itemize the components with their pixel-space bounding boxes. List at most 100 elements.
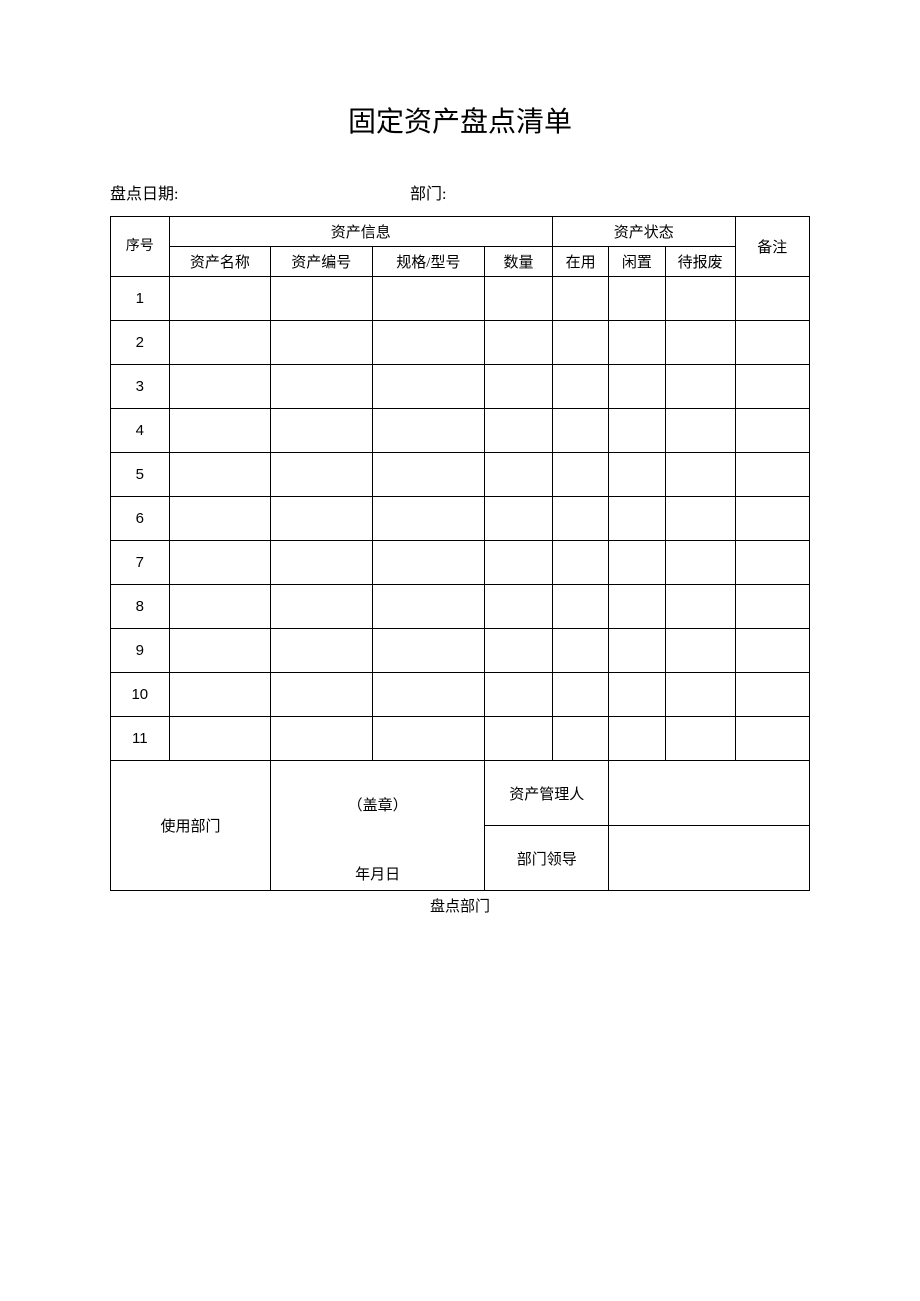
cell-code [271, 497, 372, 541]
cell-spec [372, 629, 485, 673]
header-row-1: 序号 资产信息 资产状态 备注 [111, 217, 810, 247]
cell-qty [485, 673, 553, 717]
cell-use [552, 365, 608, 409]
bottom-note: 盘点部门 [110, 895, 810, 916]
cell-seq: 9 [111, 629, 170, 673]
cell-use [552, 321, 608, 365]
cell-idle [609, 629, 665, 673]
cell-code [271, 277, 372, 321]
cell-spec [372, 365, 485, 409]
cell-qty [485, 277, 553, 321]
footer-leader-label: 部门领导 [485, 826, 609, 891]
inventory-table: 序号 资产信息 资产状态 备注 资产名称 资产编号 规格/型号 数量 在用 闲置… [110, 216, 810, 891]
cell-idle [609, 277, 665, 321]
cell-idle [609, 585, 665, 629]
cell-seq: 5 [111, 453, 170, 497]
col-code: 资产编号 [271, 247, 372, 277]
cell-scrap [665, 409, 735, 453]
cell-code [271, 629, 372, 673]
cell-use [552, 409, 608, 453]
seal-label: （盖章） [271, 794, 484, 815]
cell-use [552, 629, 608, 673]
cell-name [169, 673, 270, 717]
cell-note [735, 497, 809, 541]
cell-spec [372, 673, 485, 717]
table-row: 9 [111, 629, 810, 673]
cell-scrap [665, 673, 735, 717]
cell-seq: 10 [111, 673, 170, 717]
header-row-2: 资产名称 资产编号 规格/型号 数量 在用 闲置 待报废 [111, 247, 810, 277]
col-in-use: 在用 [552, 247, 608, 277]
cell-idle [609, 321, 665, 365]
table-row: 6 [111, 497, 810, 541]
cell-spec [372, 717, 485, 761]
cell-code [271, 453, 372, 497]
cell-scrap [665, 365, 735, 409]
meta-row: 盘点日期: 部门: [110, 180, 810, 204]
cell-spec [372, 277, 485, 321]
cell-seq: 2 [111, 321, 170, 365]
cell-seq: 1 [111, 277, 170, 321]
table-row: 2 [111, 321, 810, 365]
cell-name [169, 321, 270, 365]
cell-note [735, 541, 809, 585]
cell-qty [485, 321, 553, 365]
cell-seq: 6 [111, 497, 170, 541]
cell-seq: 3 [111, 365, 170, 409]
col-scrap: 待报废 [665, 247, 735, 277]
cell-name [169, 409, 270, 453]
col-qty: 数量 [485, 247, 553, 277]
cell-name [169, 541, 270, 585]
cell-note [735, 409, 809, 453]
cell-use [552, 497, 608, 541]
col-asset-status: 资产状态 [552, 217, 735, 247]
cell-idle [609, 453, 665, 497]
table-row: 7 [111, 541, 810, 585]
cell-scrap [665, 277, 735, 321]
cell-spec [372, 409, 485, 453]
cell-name [169, 585, 270, 629]
cell-name [169, 497, 270, 541]
cell-note [735, 277, 809, 321]
cell-scrap [665, 629, 735, 673]
cell-qty [485, 541, 553, 585]
cell-idle [609, 497, 665, 541]
footer-row-1: 使用部门 （盖章） 年月日 资产管理人 [111, 761, 810, 826]
cell-use [552, 277, 608, 321]
cell-spec [372, 585, 485, 629]
cell-use [552, 717, 608, 761]
cell-spec [372, 453, 485, 497]
cell-spec [372, 497, 485, 541]
cell-name [169, 277, 270, 321]
cell-note [735, 321, 809, 365]
col-seq: 序号 [111, 217, 170, 277]
col-name: 资产名称 [169, 247, 270, 277]
table-row: 11 [111, 717, 810, 761]
table-row: 3 [111, 365, 810, 409]
cell-note [735, 717, 809, 761]
cell-idle [609, 673, 665, 717]
cell-spec [372, 321, 485, 365]
cell-note [735, 585, 809, 629]
cell-scrap [665, 541, 735, 585]
footer-manager-label: 资产管理人 [485, 761, 609, 826]
cell-qty [485, 365, 553, 409]
cell-seq: 7 [111, 541, 170, 585]
cell-seq: 8 [111, 585, 170, 629]
cell-note [735, 453, 809, 497]
cell-idle [609, 541, 665, 585]
table-row: 10 [111, 673, 810, 717]
cell-scrap [665, 321, 735, 365]
cell-name [169, 365, 270, 409]
cell-note [735, 673, 809, 717]
cell-note [735, 629, 809, 673]
cell-idle [609, 717, 665, 761]
dept-label: 部门: [410, 180, 810, 204]
cell-name [169, 629, 270, 673]
cell-qty [485, 717, 553, 761]
table-row: 8 [111, 585, 810, 629]
cell-idle [609, 365, 665, 409]
col-asset-info: 资产信息 [169, 217, 552, 247]
cell-name [169, 717, 270, 761]
cell-use [552, 673, 608, 717]
